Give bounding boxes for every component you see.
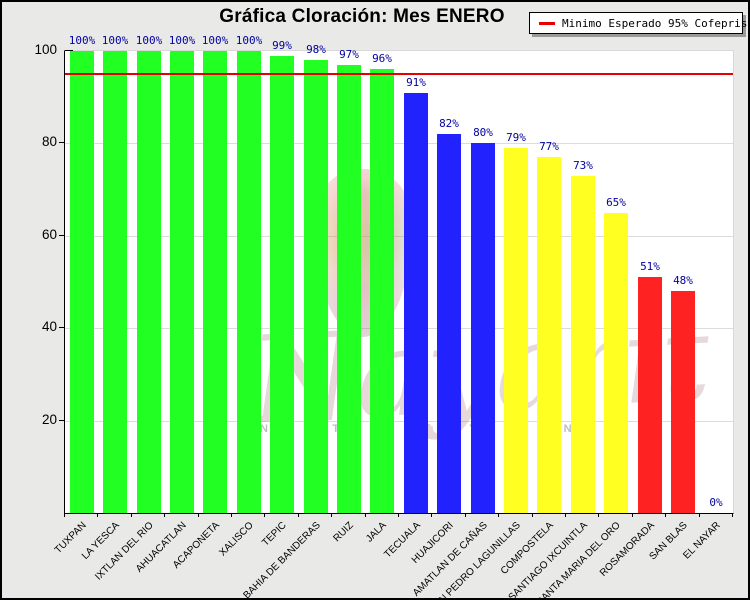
bar-santiago-ixcuintla bbox=[571, 176, 595, 513]
value-label-san-pedro-lagunillas: 79% bbox=[506, 131, 526, 144]
y-tick-label-80: 80 bbox=[41, 134, 57, 149]
y-tick-80 bbox=[59, 142, 64, 143]
value-label-acaponeta: 100% bbox=[201, 34, 229, 47]
bar-ruiz bbox=[337, 65, 361, 513]
bar-ahuacatlan bbox=[170, 51, 194, 513]
y-tick-label-60: 60 bbox=[41, 227, 57, 242]
x-tick bbox=[331, 513, 332, 517]
value-label-el-nayar: 0% bbox=[709, 496, 723, 509]
x-tick bbox=[398, 513, 399, 517]
x-tick bbox=[198, 513, 199, 517]
y-tick-40 bbox=[59, 327, 64, 328]
bar-la-yesca bbox=[103, 51, 127, 513]
value-label-bahia-de-banderas: 98% bbox=[306, 43, 326, 56]
bar-xalisco bbox=[237, 51, 261, 513]
value-label-tuxpan: 100% bbox=[68, 34, 96, 47]
legend-box: Minimo Esperado 95% Cofepris bbox=[529, 12, 747, 34]
gridline-40 bbox=[65, 328, 733, 329]
x-tick bbox=[498, 513, 499, 517]
x-tick bbox=[632, 513, 633, 517]
x-tick bbox=[131, 513, 132, 517]
plot-area: Nayarit N ST L T Y M N 100%100%100%100%1… bbox=[64, 34, 734, 514]
x-tick bbox=[699, 513, 700, 517]
gridline-20 bbox=[65, 421, 733, 422]
y-axis-top-tick bbox=[65, 50, 73, 51]
value-label-tecuala: 91% bbox=[406, 76, 426, 89]
value-label-ruiz: 97% bbox=[339, 48, 359, 61]
bar-san-blas bbox=[671, 291, 695, 513]
x-tick bbox=[431, 513, 432, 517]
bar-compostela bbox=[537, 157, 561, 513]
gridline-60 bbox=[65, 236, 733, 237]
value-label-xalisco: 100% bbox=[235, 34, 263, 47]
bar-tecuala bbox=[404, 93, 428, 513]
x-tick bbox=[298, 513, 299, 517]
x-tick bbox=[732, 513, 733, 517]
value-label-jala: 96% bbox=[372, 52, 392, 65]
value-label-rosamorada: 51% bbox=[640, 260, 660, 273]
bar-san-pedro-lagunillas bbox=[504, 148, 528, 513]
y-tick-20 bbox=[59, 420, 64, 421]
x-tick bbox=[532, 513, 533, 517]
bar-tepic bbox=[270, 56, 294, 513]
bar-ixtlan-del-rio bbox=[137, 51, 161, 513]
value-label-ahuacatlan: 100% bbox=[168, 34, 196, 47]
threshold-line bbox=[65, 73, 733, 75]
bar-jala bbox=[370, 69, 394, 513]
bar-huajicori bbox=[437, 134, 461, 513]
value-label-amatlan-de-ca-as: 80% bbox=[473, 126, 493, 139]
value-label-tepic: 99% bbox=[272, 39, 292, 52]
x-tick bbox=[64, 513, 65, 517]
x-tick bbox=[231, 513, 232, 517]
bar-bahia-de-banderas bbox=[304, 60, 328, 513]
bar-santa-maria-del-oro bbox=[604, 213, 628, 513]
value-label-san-blas: 48% bbox=[673, 274, 693, 287]
legend-label: Minimo Esperado 95% Cofepris bbox=[562, 16, 748, 30]
y-tick-label-20: 20 bbox=[41, 412, 57, 427]
y-tick-60 bbox=[59, 235, 64, 236]
bar-tuxpan bbox=[70, 51, 94, 513]
x-tick bbox=[97, 513, 98, 517]
value-label-ixtlan-del-rio: 100% bbox=[135, 34, 163, 47]
value-label-santa-maria-del-oro: 65% bbox=[606, 196, 626, 209]
bar-amatlan-de-ca-as bbox=[471, 143, 495, 513]
value-label-santiago-ixcuintla: 73% bbox=[573, 159, 593, 172]
x-tick bbox=[365, 513, 366, 517]
threshold-line-swatch bbox=[539, 21, 555, 25]
bar-acaponeta bbox=[203, 51, 227, 513]
x-tick bbox=[264, 513, 265, 517]
value-label-la-yesca: 100% bbox=[101, 34, 129, 47]
bar-rosamorada bbox=[638, 277, 662, 513]
value-label-huajicori: 82% bbox=[439, 117, 459, 130]
x-tick bbox=[665, 513, 666, 517]
x-tick bbox=[598, 513, 599, 517]
gridline-80 bbox=[65, 143, 733, 144]
chart-title: Gráfica Cloración: Mes ENERO bbox=[219, 6, 505, 27]
y-tick-label-100: 100 bbox=[34, 42, 57, 57]
watermark-coat-of-arms bbox=[315, 169, 411, 337]
x-tick bbox=[164, 513, 165, 517]
x-tick bbox=[465, 513, 466, 517]
y-tick-label-40: 40 bbox=[41, 319, 57, 334]
x-tick bbox=[565, 513, 566, 517]
value-label-compostela: 77% bbox=[539, 140, 559, 153]
